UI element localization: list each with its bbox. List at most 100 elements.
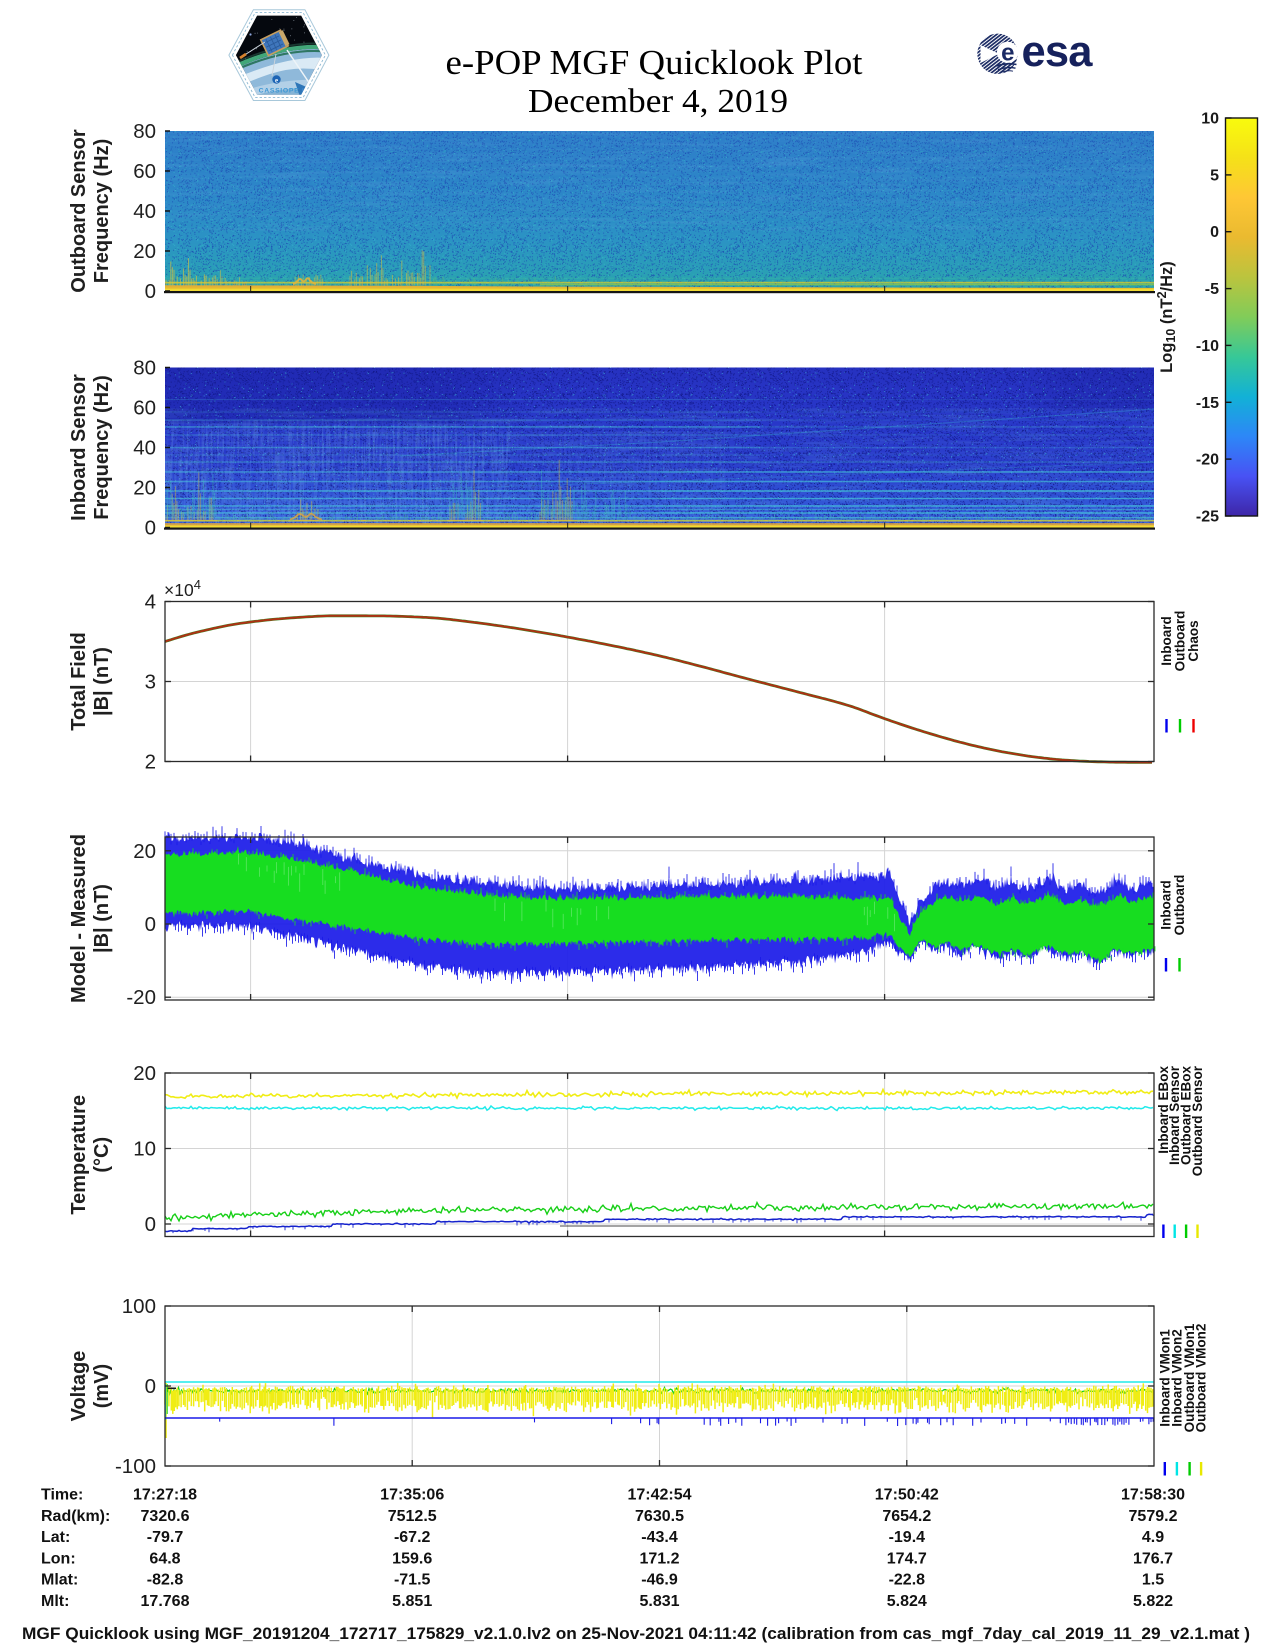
svg-text:-19.4: -19.4: [889, 1529, 926, 1546]
svg-text:e: e: [1001, 40, 1014, 67]
svg-text:7630.5: 7630.5: [635, 1508, 684, 1525]
svg-text:7579.2: 7579.2: [1129, 1508, 1178, 1525]
svg-text:7512.5: 7512.5: [388, 1508, 437, 1525]
svg-text:Voltage: Voltage: [68, 1351, 90, 1422]
svg-text:171.2: 171.2: [639, 1550, 679, 1567]
svg-text:5: 5: [1210, 167, 1219, 184]
svg-text:-79.7: -79.7: [147, 1529, 184, 1546]
svg-text:0: 0: [145, 517, 156, 540]
svg-text:60: 60: [133, 397, 156, 420]
svg-text:20: 20: [133, 1062, 156, 1085]
svg-text:Temperature: Temperature: [68, 1095, 90, 1215]
svg-text:Outboard EBox: Outboard EBox: [1179, 1066, 1194, 1165]
svg-text:4: 4: [145, 591, 156, 614]
svg-text:-5: -5: [1205, 281, 1219, 298]
svg-text:Model - Measured: Model - Measured: [68, 834, 90, 1003]
svg-text:-10: -10: [1196, 338, 1219, 355]
svg-text:Frequency (Hz): Frequency (Hz): [91, 139, 113, 283]
svg-text:0: 0: [1210, 224, 1219, 241]
svg-text:Inboard VMon2: Inboard VMon2: [1169, 1329, 1184, 1427]
svg-text:Mlt:: Mlt:: [41, 1593, 69, 1610]
svg-text:0: 0: [145, 913, 156, 936]
svg-text:5.831: 5.831: [639, 1593, 679, 1610]
svg-text:|B| (nT): |B| (nT): [91, 884, 113, 953]
svg-text:-15: -15: [1196, 395, 1219, 412]
svg-text:-71.5: -71.5: [394, 1572, 431, 1589]
svg-text:0: 0: [145, 1375, 156, 1398]
svg-text:20: 20: [133, 240, 156, 263]
svg-text:|B| (nT): |B| (nT): [91, 647, 113, 716]
svg-text:40: 40: [133, 200, 156, 223]
svg-text:MGF Quicklook using MGF_201912: MGF Quicklook using MGF_20191204_172717_…: [22, 1625, 1250, 1643]
svg-text:80: 80: [133, 120, 156, 143]
svg-text:Outboard: Outboard: [1173, 611, 1188, 672]
svg-text:-22.8: -22.8: [889, 1572, 926, 1589]
svg-text:(°C): (°C): [91, 1137, 113, 1173]
svg-text:-20: -20: [126, 986, 156, 1009]
svg-text:Inboard EBox: Inboard EBox: [1156, 1066, 1171, 1154]
svg-text:4.9: 4.9: [1142, 1529, 1164, 1546]
svg-text:100: 100: [122, 1295, 156, 1318]
svg-text:Inboard Sensor: Inboard Sensor: [1167, 1065, 1182, 1165]
svg-text:(mV): (mV): [91, 1364, 113, 1408]
svg-text:Total Field: Total Field: [68, 632, 90, 731]
svg-text:60: 60: [133, 160, 156, 183]
svg-text:7320.6: 7320.6: [141, 1508, 190, 1525]
svg-text:10: 10: [1201, 111, 1219, 128]
svg-text:10: 10: [133, 1138, 156, 1161]
svg-text:Inboard VMon1: Inboard VMon1: [1157, 1329, 1172, 1427]
svg-text:5.822: 5.822: [1133, 1593, 1173, 1610]
svg-text:e: e: [275, 78, 278, 85]
svg-text:Lon:: Lon:: [41, 1550, 76, 1567]
svg-text:3: 3: [145, 671, 156, 694]
svg-text:Lat:: Lat:: [41, 1529, 70, 1546]
svg-text:20: 20: [133, 477, 156, 500]
svg-text:80: 80: [133, 357, 156, 380]
svg-text:Inboard Sensor: Inboard Sensor: [68, 374, 90, 521]
svg-text:esa: esa: [1022, 28, 1094, 76]
svg-text:-82.8: -82.8: [147, 1572, 184, 1589]
svg-text:Inboard: Inboard: [1159, 880, 1174, 930]
svg-text:17:50:42: 17:50:42: [875, 1487, 939, 1504]
svg-text:5.851: 5.851: [392, 1593, 432, 1610]
svg-text:e-POP MGF Quicklook Plot: e-POP MGF Quicklook Plot: [446, 43, 863, 82]
svg-text:Time:: Time:: [41, 1487, 83, 1504]
svg-text:0: 0: [145, 1213, 156, 1236]
svg-text:-46.9: -46.9: [641, 1572, 678, 1589]
svg-text:17:27:18: 17:27:18: [133, 1487, 197, 1504]
svg-text:7654.2: 7654.2: [882, 1508, 931, 1525]
svg-text:17:58:30: 17:58:30: [1121, 1487, 1185, 1504]
svg-text:0: 0: [145, 280, 156, 303]
svg-text:40: 40: [133, 437, 156, 460]
svg-text:1.5: 1.5: [1142, 1572, 1164, 1589]
svg-text:174.7: 174.7: [887, 1550, 927, 1567]
svg-text:64.8: 64.8: [149, 1550, 180, 1567]
svg-text:2: 2: [145, 751, 156, 774]
svg-text:Outboard VMon2: Outboard VMon2: [1194, 1324, 1209, 1433]
svg-text:159.6: 159.6: [392, 1550, 432, 1567]
svg-text:17:42:54: 17:42:54: [627, 1487, 691, 1504]
svg-text:Mlat:: Mlat:: [41, 1572, 78, 1589]
svg-text:17:35:06: 17:35:06: [380, 1487, 444, 1504]
svg-text:Inboard: Inboard: [1159, 616, 1174, 666]
svg-text:-25: -25: [1196, 509, 1219, 526]
svg-text:-20: -20: [1196, 452, 1219, 469]
svg-text:Outboard Sensor: Outboard Sensor: [1190, 1065, 1205, 1176]
svg-text:Outboard Sensor: Outboard Sensor: [68, 129, 90, 293]
svg-text:Rad(km):: Rad(km):: [41, 1508, 110, 1525]
svg-text:5.824: 5.824: [887, 1593, 927, 1610]
svg-text:Log10 (nT2/Hz): Log10 (nT2/Hz): [1155, 261, 1178, 373]
svg-text:20: 20: [133, 840, 156, 863]
svg-text:×104: ×104: [164, 577, 201, 600]
svg-text:176.7: 176.7: [1133, 1550, 1173, 1567]
svg-text:-100: -100: [115, 1455, 156, 1478]
svg-text:Outboard: Outboard: [1172, 875, 1187, 936]
svg-text:Frequency (Hz): Frequency (Hz): [91, 375, 113, 519]
svg-text:-67.2: -67.2: [394, 1529, 431, 1546]
svg-text:CASSIOPE: CASSIOPE: [259, 88, 300, 95]
svg-text:Chaos: Chaos: [1186, 620, 1201, 661]
svg-text:17.768: 17.768: [141, 1593, 190, 1610]
svg-text:-43.4: -43.4: [641, 1529, 678, 1546]
svg-text:December 4, 2019: December 4, 2019: [528, 83, 788, 120]
svg-text:Outboard VMon1: Outboard VMon1: [1182, 1323, 1197, 1432]
